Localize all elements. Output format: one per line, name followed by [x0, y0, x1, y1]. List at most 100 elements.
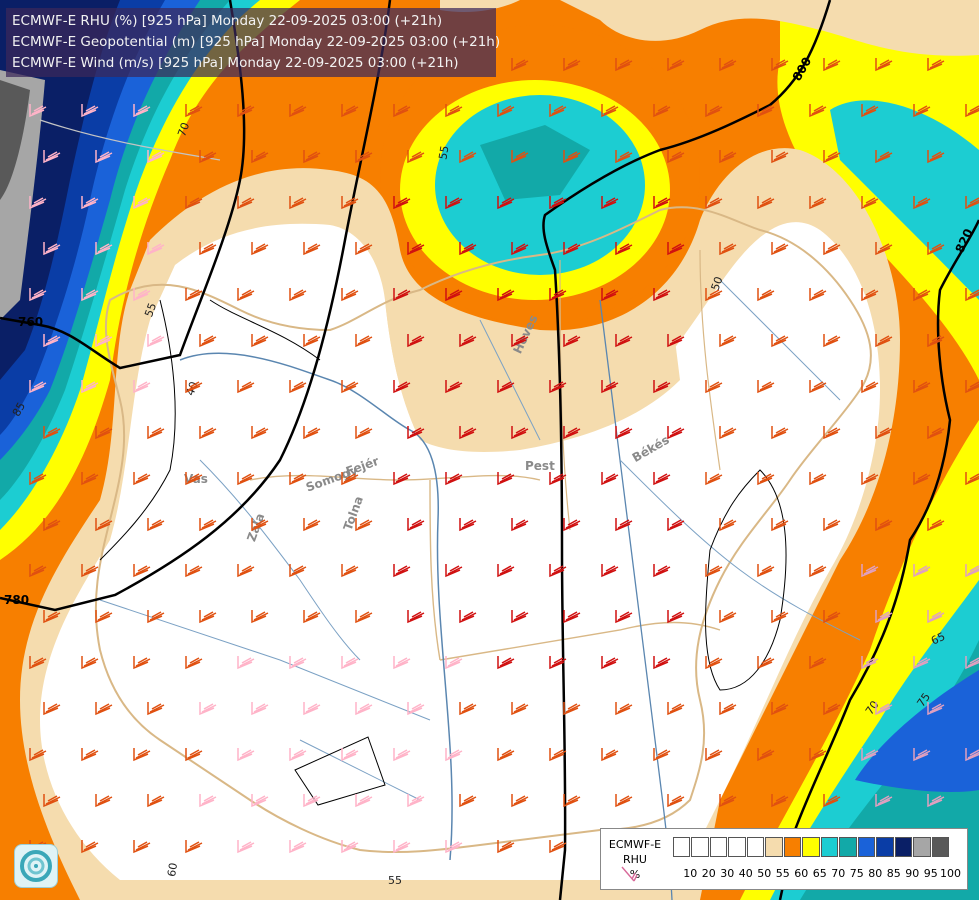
wind-barb-icon — [147, 150, 165, 164]
wind-barb-icon — [251, 242, 269, 256]
legend-swatch — [802, 837, 820, 857]
wind-barb-icon — [289, 288, 307, 302]
wind-barb-icon — [927, 150, 945, 164]
wind-barb-icon — [927, 242, 945, 256]
wind-barb-icon — [303, 334, 321, 348]
wind-barb-icon — [133, 104, 151, 118]
wind-barb-icon — [185, 472, 203, 486]
wind-barb-icon — [563, 426, 581, 440]
legend-swatch — [783, 837, 802, 857]
wind-barb-icon — [445, 380, 463, 394]
wind-barb-icon — [95, 702, 113, 716]
wind-barb-icon — [615, 58, 633, 72]
wind-barb-icon — [913, 472, 931, 486]
wind-barb-icon — [237, 472, 255, 486]
wind-barb-icon — [861, 748, 879, 762]
wind-barb-icon — [549, 748, 567, 762]
wind-barb-icon — [497, 656, 515, 670]
wind-barb-icon — [95, 150, 113, 164]
wind-barb-icon — [81, 564, 99, 578]
wind-barb-icon — [549, 472, 567, 486]
wind-barb-icon — [185, 196, 203, 210]
legend-swatch — [673, 837, 691, 857]
wind-barb-icon — [601, 196, 619, 210]
wind-barb-icon — [497, 288, 515, 302]
wind-barb-icon — [289, 104, 307, 118]
rhu-label-65: 65 — [929, 630, 947, 648]
wind-barb-icon — [185, 840, 203, 854]
wind-barb-icon — [81, 288, 99, 302]
wind-barb-icon — [43, 426, 61, 440]
wind-barb-icon — [861, 196, 879, 210]
wind-barb-icon — [563, 242, 581, 256]
wind-barb-icon — [823, 518, 841, 532]
wind-barb-icon — [459, 242, 477, 256]
wind-barb-icon — [237, 196, 255, 210]
contour-label-760: 760 — [18, 315, 43, 329]
wind-barb-icon — [549, 196, 567, 210]
wind-barb-icon — [809, 104, 827, 118]
wind-barb-icon — [653, 380, 671, 394]
wind-barb-icon — [185, 564, 203, 578]
wind-barb-icon — [823, 242, 841, 256]
legend-swatch — [765, 837, 783, 857]
wind-barb-icon — [341, 472, 359, 486]
wind-barb-icon — [965, 472, 979, 486]
wind-barb-icon — [147, 426, 165, 440]
wind-barb-icon — [199, 518, 217, 532]
wind-barb-icon — [719, 794, 737, 808]
wind-barb-icon — [133, 288, 151, 302]
ecmwf-logo — [14, 844, 58, 888]
wind-barb-icon — [95, 610, 113, 624]
wind-barb-icon — [719, 610, 737, 624]
wind-barb-icon — [927, 794, 945, 808]
wind-barb-icon — [355, 794, 373, 808]
legend-swatches — [673, 837, 950, 857]
wind-barb-icon — [355, 518, 373, 532]
wind-barb-icon — [237, 288, 255, 302]
wind-barb-icon — [81, 656, 99, 670]
wind-barb-icon — [251, 610, 269, 624]
wind-barb-icon — [927, 426, 945, 440]
wind-barb-icon — [393, 288, 411, 302]
wind-barb-icon — [511, 702, 529, 716]
wind-barb-icon — [29, 656, 47, 670]
wind-barb-icon — [563, 702, 581, 716]
wind-barb-icon — [601, 748, 619, 762]
rhu-label-55b: 55 — [436, 145, 451, 161]
wind-barb-icon — [913, 196, 931, 210]
wind-barb-icon — [771, 518, 789, 532]
wind-barb-icon — [653, 196, 671, 210]
wind-barb-icon — [289, 840, 307, 854]
wind-barb-icon — [757, 196, 775, 210]
wind-barb-icon — [459, 334, 477, 348]
rhu-label-55a: 55 — [142, 301, 159, 319]
wind-barb-icon — [445, 472, 463, 486]
legend-tick: 70 — [831, 867, 846, 880]
wind-barb-icon — [549, 656, 567, 670]
wind-barb-icon — [29, 472, 47, 486]
wind-barb-icon — [95, 242, 113, 256]
wind-barb-icon — [303, 242, 321, 256]
legend-variable: RHU — [623, 853, 647, 866]
wind-barb-icon — [237, 380, 255, 394]
wind-barb-icon — [823, 610, 841, 624]
legend-tick: 10 — [683, 867, 698, 880]
wind-barb-icon — [355, 242, 373, 256]
wind-barb-icon — [29, 748, 47, 762]
wind-barb-icon — [549, 104, 567, 118]
wind-barb-icon — [251, 794, 269, 808]
wind-barb-icon — [809, 564, 827, 578]
wind-barb-icon — [511, 150, 529, 164]
wind-barb-icon — [43, 794, 61, 808]
wind-barb-icon — [965, 564, 979, 578]
wind-barb-icon — [511, 610, 529, 624]
wind-barb-icon — [719, 334, 737, 348]
wind-barb-icon — [341, 104, 359, 118]
title-rhu: ECMWF-E RHU (%) [925 hPa] Monday 22-09-2… — [12, 13, 443, 29]
wind-barb-icon — [251, 518, 269, 532]
wind-barb-icon — [497, 380, 515, 394]
